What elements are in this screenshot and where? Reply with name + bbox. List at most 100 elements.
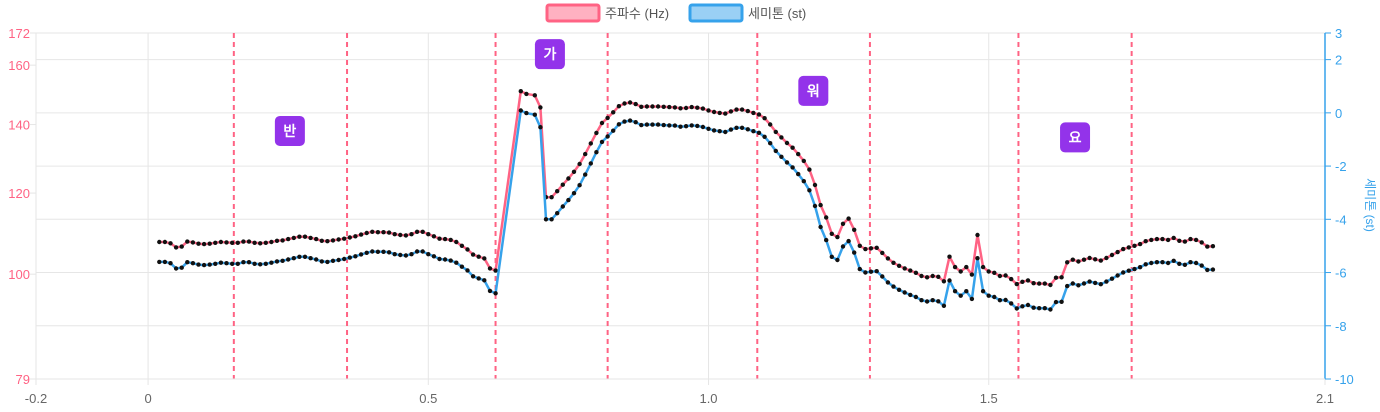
semitone-point: [555, 211, 560, 216]
semitone-point: [314, 257, 319, 262]
y-right-tick-label: 2: [1335, 53, 1342, 68]
frequency-point: [555, 189, 560, 194]
semitone-point: [269, 260, 274, 265]
semitone-point: [1059, 299, 1064, 304]
frequency-point: [611, 110, 616, 115]
frequency-point: [745, 108, 750, 114]
semitone-point: [353, 254, 358, 259]
semitone-point: [342, 256, 347, 262]
frequency-point: [1149, 237, 1154, 243]
semitone-point: [1053, 299, 1059, 305]
frequency-point: [297, 234, 302, 239]
semitone-point: [683, 124, 689, 129]
semitone-point: [1031, 305, 1036, 310]
frequency-point: [958, 269, 963, 274]
frequency-point: [370, 229, 375, 234]
frequency-point: [319, 238, 324, 243]
semitone-point: [852, 250, 857, 255]
semitone-point: [1093, 280, 1098, 286]
semitone-point: [1165, 260, 1171, 266]
frequency-point: [493, 268, 498, 273]
frequency-point: [409, 232, 414, 237]
semitone-point: [207, 262, 212, 267]
frequency-point: [801, 158, 806, 164]
y-right-tick-label: -8: [1335, 319, 1347, 334]
semitone-point: [605, 134, 610, 139]
semitone-point: [252, 261, 257, 266]
frequency-point: [711, 109, 717, 115]
frequency-point: [891, 260, 896, 265]
semitone-point: [936, 299, 941, 304]
legend-item-frequency[interactable]: 주파수 (Hz): [545, 3, 669, 23]
frequency-point: [196, 241, 201, 246]
frequency-point: [431, 234, 437, 239]
frequency-point: [773, 129, 778, 135]
semitone-point: [745, 127, 750, 132]
semitone-point: [465, 268, 470, 273]
frequency-point: [588, 141, 593, 146]
semitone-point: [493, 291, 498, 296]
frequency-point: [1205, 244, 1210, 249]
semitone-point: [1121, 270, 1126, 275]
semitone-point: [571, 191, 577, 196]
semitone-point: [751, 129, 756, 134]
semitone-point: [173, 266, 179, 271]
semitone-point: [258, 262, 263, 267]
semitone-point: [538, 125, 543, 130]
semitone-point: [588, 161, 593, 166]
syllable-label: 가: [534, 39, 565, 70]
semitone-point: [1037, 306, 1042, 311]
semitone-point: [655, 122, 661, 127]
semitone-point: [700, 124, 706, 130]
frequency-point: [655, 104, 661, 109]
frequency-point: [185, 239, 190, 244]
legend-item-semitone[interactable]: 세미톤 (st): [688, 3, 806, 23]
frequency-point: [207, 241, 212, 246]
frequency-point: [274, 238, 280, 243]
frequency-point: [1020, 279, 1025, 284]
semitone-point: [476, 276, 481, 281]
semitone-point: [734, 125, 739, 130]
frequency-point: [706, 108, 711, 113]
semitone-point: [885, 280, 891, 285]
semitone-point: [801, 179, 806, 184]
frequency-point: [1098, 258, 1104, 263]
semitone-point: [924, 299, 930, 304]
semitone-point: [1132, 266, 1137, 272]
frequency-point: [173, 245, 179, 250]
semitone-point: [739, 125, 745, 130]
semitone-point: [975, 256, 980, 261]
semitone-point: [667, 123, 672, 128]
semitone-point: [1143, 262, 1148, 267]
semitone-point: [1126, 268, 1132, 273]
frequency-point: [398, 232, 403, 238]
frequency-point: [695, 105, 700, 110]
semitone-point: [840, 244, 846, 249]
syllable-labels: 반 가워요: [274, 39, 1091, 153]
semitone-point: [913, 294, 919, 300]
frequency-point: [1059, 275, 1064, 280]
frequency-point: [599, 120, 605, 126]
frequency-point: [997, 273, 1003, 279]
frequency-point: [818, 202, 823, 208]
frequency-point: [952, 264, 958, 270]
frequency-point: [924, 275, 930, 280]
frequency-point: [532, 93, 537, 98]
frequency-point: [908, 268, 913, 273]
semitone-point: [773, 148, 778, 154]
frequency-point: [1087, 255, 1092, 261]
frequency-point: [426, 232, 431, 237]
semitone-point: [358, 252, 364, 257]
y-left-tick-label: 160: [8, 58, 30, 73]
semitone-point: [633, 120, 638, 125]
semitone-point: [678, 124, 683, 129]
syllable-label: 워: [798, 75, 829, 106]
semitone-point: [627, 118, 633, 123]
frequency-point: [1003, 273, 1008, 278]
semitone-point: [818, 224, 823, 230]
semitone-point: [908, 292, 913, 298]
frequency-point: [190, 240, 196, 245]
syllable-text: 가: [543, 46, 556, 62]
legend-label-frequency: 주파수 (Hz): [605, 6, 669, 21]
semitone-point: [896, 287, 902, 292]
